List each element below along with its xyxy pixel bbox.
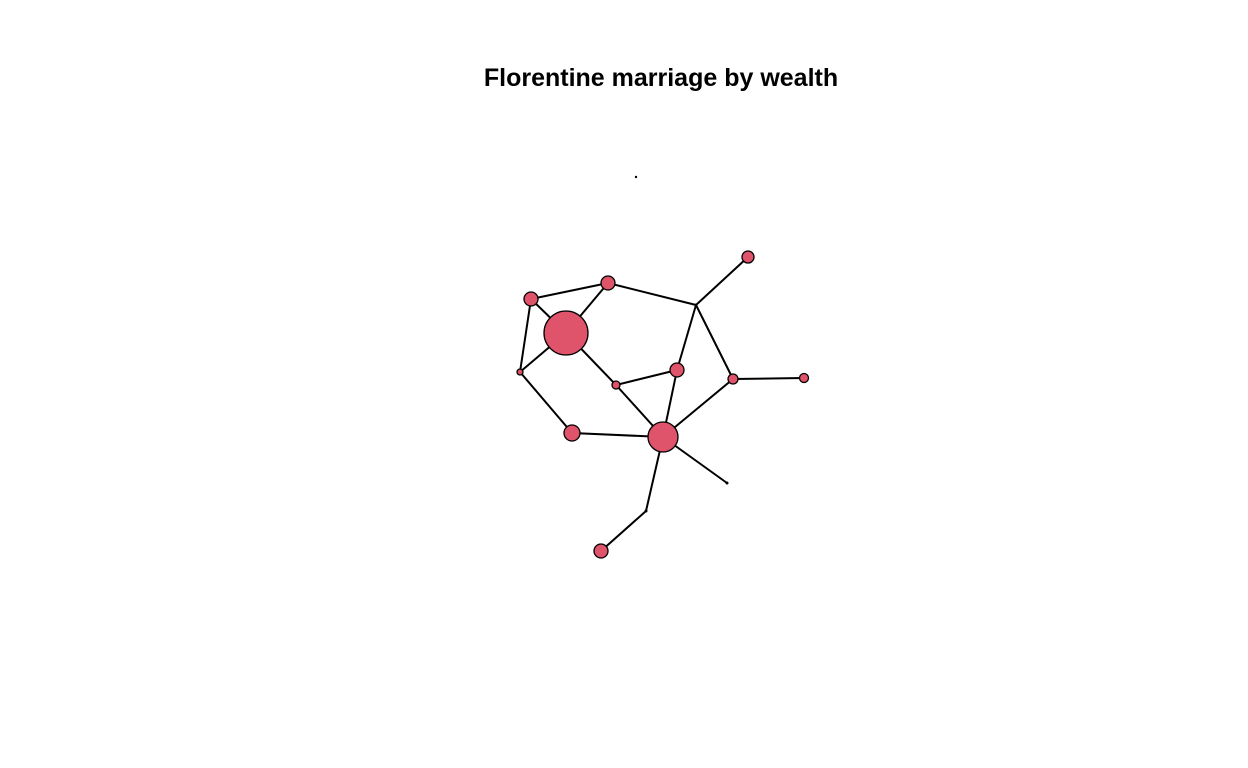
network-node (543, 310, 589, 356)
network-node (611, 380, 621, 390)
network-node (647, 421, 679, 453)
network-edge (600, 510, 647, 552)
network-edge (519, 298, 532, 373)
network-node (593, 543, 609, 559)
network-edge (695, 304, 734, 380)
network-edge (615, 369, 678, 386)
network-node (727, 373, 739, 385)
nodes-layer (516, 175, 810, 559)
network-edge (676, 304, 697, 371)
network-node (798, 372, 810, 384)
network-node (516, 368, 524, 376)
network-edge (519, 371, 573, 434)
plot-title: Florentine marriage by wealth (483, 64, 839, 92)
edges-layer (519, 256, 805, 552)
network-node (644, 509, 648, 513)
network-node (725, 481, 729, 485)
network-node (563, 424, 581, 442)
network-edge (732, 377, 805, 380)
network-node (523, 291, 539, 307)
network-node (694, 303, 698, 307)
network-node (669, 362, 685, 378)
network-edge (530, 282, 609, 300)
network-node (634, 175, 638, 179)
network-edge (607, 282, 697, 306)
network-node (741, 250, 755, 264)
network-node (600, 275, 616, 291)
network-edge (695, 256, 749, 306)
